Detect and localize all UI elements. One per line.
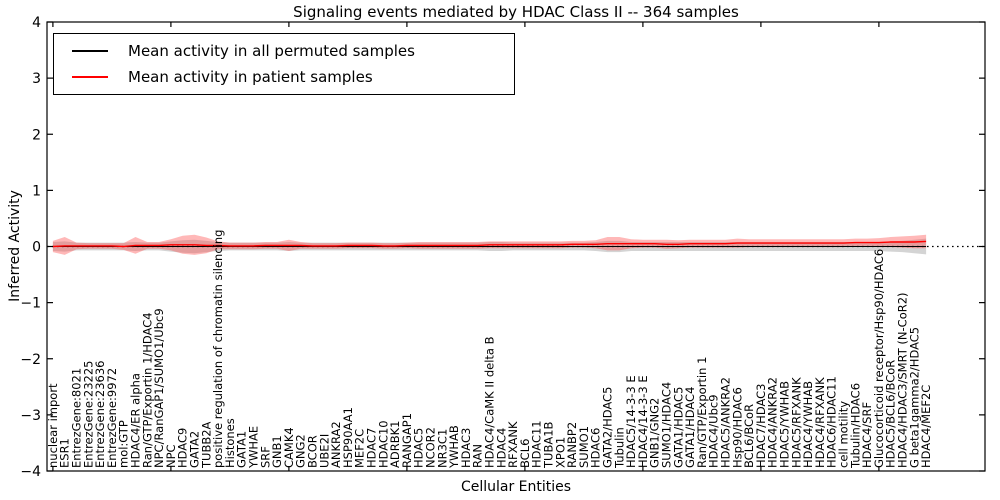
x-category-label: HDAC4/14-3-3 E bbox=[636, 375, 650, 468]
x-category-label: HDAC4/MEF2C bbox=[919, 385, 933, 468]
x-category-label: GATA2/HDAC5 bbox=[601, 387, 615, 468]
x-category-label: Glucocorticoid receptor/Hsp90/HDAC6 bbox=[872, 249, 886, 468]
x-category-label: HDAC5/14-3-3 E bbox=[624, 375, 638, 468]
x-category-label: CAMK4 bbox=[282, 427, 296, 468]
x-category-label: HDAC11 bbox=[530, 420, 544, 468]
x-category-label: HDAC3 bbox=[459, 428, 473, 468]
x-category-label: Tubulin/HDAC6 bbox=[848, 383, 862, 469]
patient-mean-line bbox=[52, 240, 927, 248]
x-category-label: positive regulation of chromatin silenci… bbox=[211, 230, 225, 468]
x-category-label: HDAC5/YWHAB bbox=[778, 381, 792, 468]
x-category-label: BCOR bbox=[306, 435, 320, 468]
x-category-label: HDAC4/Ubc9 bbox=[707, 394, 721, 468]
x-category-label: YWHAB bbox=[447, 425, 461, 469]
x-category-label: EntrezGene:23225 bbox=[81, 361, 95, 468]
x-category-label: G beta1gamma2/HDAC5 bbox=[907, 327, 921, 468]
x-category-label: HDAC4/SRF bbox=[860, 402, 874, 468]
x-category-label: HDAC5/BCL6/BCoR bbox=[884, 360, 898, 468]
legend-label-permuted: Mean activity in all permuted samples bbox=[128, 42, 415, 60]
x-category-label: GNG2 bbox=[294, 434, 308, 468]
x-category-label: HDAC4/YWHAB bbox=[801, 381, 815, 468]
x-category-label: GATA1/HDAC5 bbox=[671, 387, 685, 468]
x-category-label: Hsp90/HDAC6 bbox=[730, 387, 744, 468]
x-category-label: ADRBK1 bbox=[388, 421, 402, 468]
chart-title: Signaling events mediated by HDAC Class … bbox=[293, 3, 739, 21]
legend-line-red bbox=[72, 76, 108, 78]
x-category-label: HDAC7 bbox=[365, 428, 379, 468]
x-category-label: ESR1 bbox=[58, 438, 72, 468]
x-category-label: HDAC6/HDAC11 bbox=[825, 376, 839, 468]
x-category-label: TUBA1B bbox=[542, 421, 556, 469]
x-category-label: HDAC10 bbox=[376, 420, 390, 468]
x-category-label: HDAC4/RFXANK bbox=[813, 377, 827, 468]
x-category-label: MEF2C bbox=[353, 429, 367, 468]
x-category-label: SRF bbox=[258, 446, 272, 468]
y-tick-label: 4 bbox=[32, 15, 41, 31]
y-tick-label: 3 bbox=[32, 71, 41, 87]
x-category-label: EntrezGene:9972 bbox=[105, 368, 119, 468]
x-category-label: HDAC4/CaMK II delta B bbox=[483, 336, 497, 468]
x-category-label: YWHAE bbox=[247, 426, 261, 469]
x-category-label: RANBP2 bbox=[565, 422, 579, 468]
x-category-label: GATA1/HDAC4 bbox=[683, 387, 697, 468]
x-category-label: mol:GTP bbox=[117, 420, 131, 468]
x-category-label: Histones bbox=[223, 418, 237, 468]
x-category-label: BCL6 bbox=[518, 439, 532, 468]
x-category-label: GNB1 bbox=[270, 435, 284, 468]
x-category-label: HDAC5 bbox=[412, 428, 426, 468]
x-category-label: nuclear import bbox=[46, 383, 60, 468]
y-tick-label: 2 bbox=[32, 127, 41, 143]
legend-entry-permuted: Mean activity in all permuted samples bbox=[54, 42, 514, 60]
x-category-label: RANGAP1 bbox=[400, 413, 414, 468]
x-category-label: HSP90AA1 bbox=[341, 407, 355, 468]
x-category-label: NCOR2 bbox=[424, 427, 438, 468]
x-category-label: HDAC4/ER alpha bbox=[129, 373, 143, 468]
y-tick-label: −1 bbox=[20, 296, 41, 312]
x-category-label: GNB1/GNG2 bbox=[648, 398, 662, 468]
x-category-label: BCL6/BCoR bbox=[742, 404, 756, 468]
x-category-label: cell motility bbox=[837, 401, 851, 468]
x-category-label: ANKRA2 bbox=[329, 421, 343, 468]
y-tick-label: −2 bbox=[20, 352, 41, 368]
x-category-label: Ran/GTP/Exportin 1/HDAC4 bbox=[140, 312, 154, 468]
x-category-label: NPC/RanGAP1/SUMO1/Ubc9 bbox=[152, 308, 166, 468]
x-category-label: EntrezGene:8021 bbox=[70, 368, 84, 468]
x-category-label: HDAC5/ANKRA2 bbox=[719, 377, 733, 468]
x-axis-label: Cellular Entities bbox=[460, 479, 572, 495]
x-category-label: XPO1 bbox=[553, 437, 567, 468]
x-category-label: RAN bbox=[471, 444, 485, 468]
x-category-label: HDAC9 bbox=[176, 428, 190, 468]
y-tick-label: 0 bbox=[32, 240, 41, 256]
x-category-label: HDAC4 bbox=[494, 428, 508, 468]
y-tick-label: −4 bbox=[20, 464, 41, 480]
y-tick-label: 1 bbox=[32, 183, 41, 199]
x-category-label: EntrezGene:23636 bbox=[93, 361, 107, 468]
x-category-label: Tubulin bbox=[612, 427, 626, 469]
x-category-label: NR3C1 bbox=[435, 429, 449, 468]
legend-label-patient: Mean activity in patient samples bbox=[128, 68, 373, 86]
x-category-label: GATA1 bbox=[235, 431, 249, 468]
x-category-label: Ran/GTP/Exportin 1 bbox=[695, 357, 709, 468]
x-category-label: RFXANK bbox=[506, 421, 520, 468]
x-category-label: SUMO1/HDAC4 bbox=[660, 382, 674, 468]
x-category-label: GATA2 bbox=[188, 431, 202, 468]
x-category-label: TUBB2A bbox=[199, 421, 213, 469]
y-tick-label: −3 bbox=[20, 408, 41, 424]
legend: Mean activity in all permuted samples Me… bbox=[53, 33, 515, 95]
x-category-label: HDAC5/RFXANK bbox=[789, 377, 803, 468]
x-category-label: HDAC4/HDAC3/SMRT (N-CoR2) bbox=[896, 292, 910, 468]
legend-entry-patient: Mean activity in patient samples bbox=[54, 68, 514, 86]
x-category-label: HDAC6 bbox=[589, 428, 603, 468]
x-category-label: HDAC4/ANKRA2 bbox=[766, 377, 780, 468]
x-category-label: HDAC7/HDAC3 bbox=[754, 384, 768, 469]
x-category-label: NPC bbox=[164, 444, 178, 468]
y-axis-label: Inferred Activity bbox=[7, 190, 23, 302]
legend-line-black bbox=[72, 50, 108, 52]
x-category-label: UBE2I bbox=[317, 434, 331, 468]
x-category-label: SUMO1 bbox=[577, 426, 591, 468]
